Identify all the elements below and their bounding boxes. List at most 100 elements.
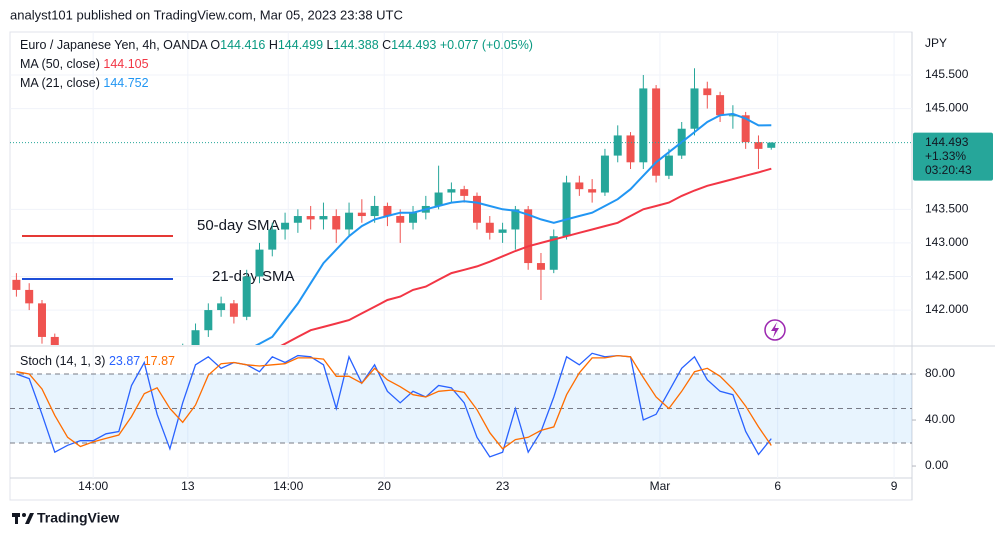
y-tick-label: 142.000 [925, 302, 969, 316]
candle-body [524, 209, 533, 264]
price-tag-countdown: 03:20:43 [925, 163, 972, 177]
candle-body [204, 310, 213, 331]
logo-mark [15, 513, 18, 524]
legend-line: Euro / Japanese Yen, 4h, OANDA O144.416 … [20, 38, 533, 52]
candle-body [12, 279, 21, 290]
ohlc-key: L [327, 38, 334, 52]
stoch-pane [10, 347, 912, 478]
annotation-text: 21-day SMA [212, 268, 295, 285]
candle-body [460, 189, 469, 196]
candle-body [703, 88, 712, 96]
candle-body [217, 303, 226, 311]
candle-body [179, 350, 187, 363]
candle-body [562, 182, 571, 237]
candle-body [626, 135, 635, 163]
ohlc-key: H [269, 38, 278, 52]
candle-body [345, 212, 354, 230]
candle-body [588, 189, 597, 193]
candle-body [306, 216, 315, 220]
ohlc-key: C [382, 38, 391, 52]
main-pane: 50-day SMA 21-day SMA [10, 32, 912, 363]
y-tick-label: 143.500 [925, 201, 969, 215]
y-tick-label: 40.00 [925, 412, 955, 426]
candle-body [511, 209, 520, 230]
annotation-text: 50-day SMA [197, 217, 280, 234]
candle-body [575, 182, 584, 190]
ohlc-value: 144.388 [333, 38, 382, 52]
candle-body [754, 142, 763, 149]
change-label: +0.077 (+0.05%) [440, 38, 533, 52]
ohlc-value: 144.493 [391, 38, 440, 52]
candle-body [728, 115, 737, 117]
candle-body [652, 88, 661, 176]
x-tick-label: 23 [496, 479, 510, 493]
legend-line: MA (50, close) 144.105 [20, 57, 149, 71]
legend-line: Stoch (14, 1, 3) 23.87 17.87 [20, 354, 175, 368]
chart-title: Euro / Japanese Yen, 4h, OANDA [20, 38, 210, 52]
y-tick-label: 142.500 [925, 269, 969, 283]
y-tick-label: 0.00 [925, 458, 949, 472]
candle-body [690, 88, 699, 129]
stoch-line [16, 352, 772, 458]
candle-body [37, 303, 46, 337]
price-tag-value: 144.493 [925, 135, 969, 149]
x-tick-label: 14:00 [78, 479, 108, 493]
stoch-line [16, 354, 772, 450]
footer-brand: TradingView [37, 510, 119, 526]
legend-line: MA (21, close) 144.752 [20, 76, 149, 90]
candle-body [281, 222, 290, 230]
x-tick-label: 6 [774, 479, 781, 493]
candle-body [332, 216, 341, 230]
legend-name: MA (21, close) [20, 76, 103, 90]
event-bolt [771, 322, 779, 338]
candle-body [383, 205, 392, 217]
candle-body [434, 192, 443, 206]
candle-body [600, 155, 609, 193]
candle-body [549, 236, 558, 270]
legend-name: Stoch (14, 1, 3) [20, 354, 109, 368]
price-tag [913, 132, 993, 181]
candle-body [613, 135, 622, 156]
moving-average [280, 167, 772, 345]
candle-body [409, 212, 418, 223]
candle-body [370, 205, 379, 217]
candle-body [229, 303, 238, 317]
event-icon[interactable] [764, 319, 786, 341]
y-tick-label: 143.000 [925, 235, 969, 249]
candle-body [357, 212, 366, 217]
logo-mark [25, 513, 34, 524]
candle-body [25, 289, 34, 304]
x-tick-label: 9 [891, 479, 898, 493]
y-tick-label: 145.500 [925, 67, 969, 81]
x-tick-label: 20 [378, 479, 392, 493]
candle-body [639, 88, 648, 163]
candle-body [268, 229, 277, 250]
y-tick-label: 80.00 [925, 366, 955, 380]
ohlc-value: 144.416 [220, 38, 269, 52]
currency-label: JPY [925, 36, 947, 50]
candle-body [716, 95, 725, 116]
candle-body [396, 216, 405, 223]
legend-value: 144.752 [103, 76, 148, 90]
x-tick-label: 13 [181, 479, 195, 493]
candle-body [293, 216, 302, 223]
candle-body [242, 276, 251, 317]
candle-body [191, 330, 200, 345]
price-tag-change: +1.33% [925, 149, 966, 163]
publish-header: analyst101 published on TradingView.com,… [10, 7, 403, 22]
legend-name: MA (50, close) [20, 57, 103, 71]
overlay: 14:00 13 14:00 20 23 Mar 6 9 142.000 142.500 143.0… [20, 36, 993, 493]
ohlc-value: 144.499 [278, 38, 327, 52]
candle-body [498, 229, 507, 233]
candle-body [767, 142, 776, 148]
candle-body [255, 249, 264, 277]
legend-value: 23.87 [109, 354, 144, 368]
logo-mark [22, 513, 26, 517]
legend-value: 144.105 [103, 57, 148, 71]
candle-body [50, 336, 59, 345]
y-tick-label: 145.000 [925, 101, 969, 115]
x-tick-label: Mar [650, 479, 671, 493]
logo [12, 513, 34, 524]
ohlc-key: O [210, 38, 220, 52]
